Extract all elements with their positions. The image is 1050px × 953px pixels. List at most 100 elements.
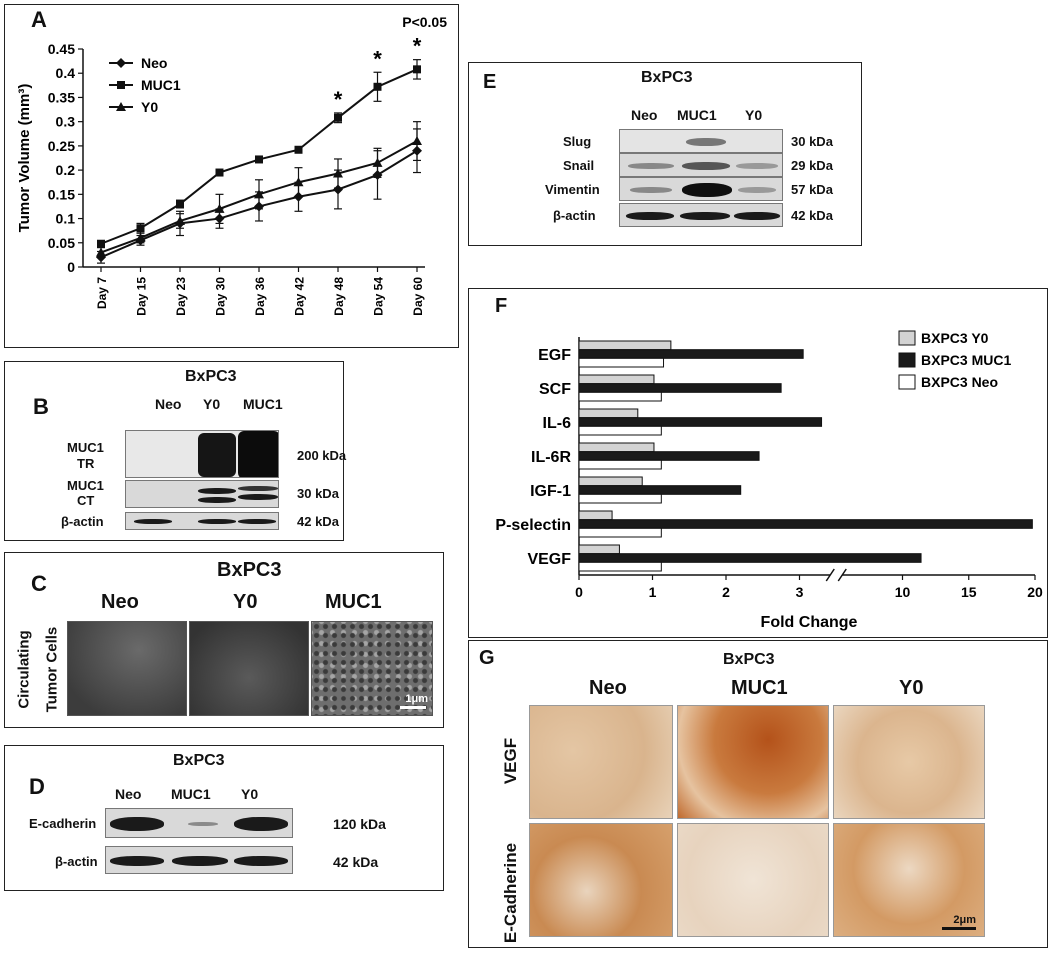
bar — [578, 417, 823, 427]
lane-label: Neo — [631, 107, 658, 123]
y-tick-label: 0.05 — [48, 235, 75, 251]
ihc-vegf-y0 — [833, 705, 985, 819]
tumor-volume-chart: 0 0.05 0.1 0.15 0.2 0.25 0.3 0.35 0.4 0.45 Day 7 Da… — [16, 14, 447, 316]
row-label: Snail — [563, 158, 595, 173]
kda-label: 30 kDa — [791, 134, 833, 149]
kda-label: 42 kDa — [333, 854, 379, 870]
blot-b-actin — [125, 512, 279, 530]
row-label: β-actin — [553, 208, 596, 223]
lane-label: Neo — [589, 677, 627, 699]
ihc-ecad-y0: 2μm — [833, 823, 985, 937]
category-label: SCF — [539, 381, 571, 398]
ihc-vegf-muc1 — [677, 705, 829, 819]
axis-break — [825, 568, 835, 582]
micrograph-neo — [67, 621, 187, 716]
panel-c-title: BxPC3 — [217, 559, 282, 581]
category-label: IGF-1 — [530, 483, 571, 500]
panel-e: E BxPC3 Neo MUC1 Y0 Slug 30 kDa Snail 29… — [468, 62, 862, 246]
significance-label: P<0.05 — [402, 14, 447, 30]
category-label: P-selectin — [495, 517, 571, 534]
panel-d-label: D — [29, 774, 45, 799]
row-label: E-cadherin — [29, 816, 97, 831]
legend-label: BXPC3 Y0 — [921, 330, 989, 346]
lane-label: Y0 — [745, 107, 763, 123]
row-label: MUC1 — [67, 440, 104, 455]
data-point — [175, 215, 185, 225]
category-label: IL-6R — [531, 449, 571, 466]
kda-label: 120 kDa — [333, 816, 386, 832]
side-label: Tumor Cells — [43, 626, 61, 713]
bar — [578, 544, 620, 555]
row-label: MUC1 — [67, 478, 104, 493]
category-label: VEGF — [527, 551, 571, 568]
x-tick-label: 10 — [895, 584, 911, 600]
x-tick-label: Day 54 — [372, 277, 386, 316]
data-point — [116, 102, 126, 111]
y-tick-label: 0.35 — [48, 89, 75, 105]
bar — [578, 459, 662, 470]
kda-label: 200 kDa — [297, 448, 347, 463]
blot-slug — [619, 129, 783, 153]
y-tick-label: 0.1 — [56, 211, 76, 227]
bar — [578, 442, 655, 453]
legend-label: BXPC3 Neo — [921, 374, 998, 390]
data-point — [255, 155, 263, 164]
x-tick-label: Day 42 — [293, 277, 307, 316]
lane-label: Y0 — [899, 677, 924, 699]
bar — [578, 340, 672, 351]
y-tick-label: 0.25 — [48, 138, 75, 154]
row-label: β-actin — [61, 514, 104, 529]
blot-vimentin — [619, 177, 783, 201]
bar — [578, 561, 662, 572]
axis-break — [837, 568, 847, 582]
panel-a-label: A — [31, 7, 47, 32]
bar — [578, 485, 742, 495]
row-label: VEGF — [501, 737, 520, 785]
row-label: β-actin — [55, 854, 98, 869]
micrograph-muc1: 1μm — [311, 621, 433, 716]
panel-f-label: F — [495, 295, 508, 317]
bar — [578, 391, 662, 402]
legend-label: BXPC3 MUC1 — [921, 352, 1011, 368]
data-point — [334, 113, 342, 122]
panel-b-label: B — [33, 394, 49, 419]
panel-g-title: BxPC3 — [723, 651, 775, 668]
lane-label: Y0 — [241, 786, 259, 802]
data-point — [294, 145, 303, 154]
data-point — [333, 168, 343, 178]
significance-asterisk: * — [373, 46, 382, 71]
bar — [578, 383, 782, 393]
x-tick-label: Day 48 — [332, 277, 346, 316]
row-label: E-Cadherine — [501, 842, 520, 944]
side-label: Circulating — [15, 630, 33, 709]
blot-snail — [619, 153, 783, 177]
panel-d-title: BxPC3 — [173, 752, 225, 769]
data-point — [96, 247, 106, 257]
y-tick-label: 0 — [67, 259, 75, 275]
data-point — [215, 168, 224, 177]
category-label: EGF — [538, 347, 571, 364]
x-tick-label: 20 — [1027, 584, 1043, 600]
bar — [578, 510, 613, 521]
panel-g-label: G — [479, 647, 495, 669]
significance-asterisk: * — [334, 87, 343, 112]
lane-label: MUC1 — [677, 107, 717, 123]
lane-label: Neo — [101, 591, 139, 613]
data-point — [136, 224, 145, 233]
panel-c: C BxPC3 Neo Y0 MUC1 Circulating Tumor Ce… — [4, 552, 444, 728]
blot-e-b-actin — [619, 203, 783, 227]
blot-muc1-ct — [125, 480, 279, 508]
bar — [578, 349, 804, 359]
data-point — [135, 232, 146, 242]
data-point — [176, 200, 184, 209]
panel-a: A 0 0.05 0.1 0.15 0.2 0.25 0.3 0.35 0.4 0.45 Day 7… — [4, 4, 459, 348]
x-tick-label: Day 15 — [135, 277, 149, 316]
bar — [578, 519, 1033, 529]
data-point — [116, 58, 126, 68]
ihc-ecad-neo — [529, 823, 673, 937]
scale-bar — [942, 927, 976, 930]
data-point — [333, 184, 343, 195]
row-label: CT — [77, 493, 95, 508]
kda-label: 42 kDa — [791, 208, 833, 223]
panel-g: G BxPC3 Neo MUC1 Y0 VEGF E-Cadherine 2μm — [468, 640, 1048, 948]
